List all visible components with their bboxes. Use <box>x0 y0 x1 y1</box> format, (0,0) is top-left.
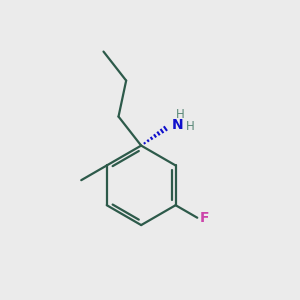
Text: N: N <box>171 118 183 132</box>
Text: H: H <box>186 120 194 133</box>
Text: F: F <box>200 211 209 225</box>
Text: H: H <box>176 109 184 122</box>
